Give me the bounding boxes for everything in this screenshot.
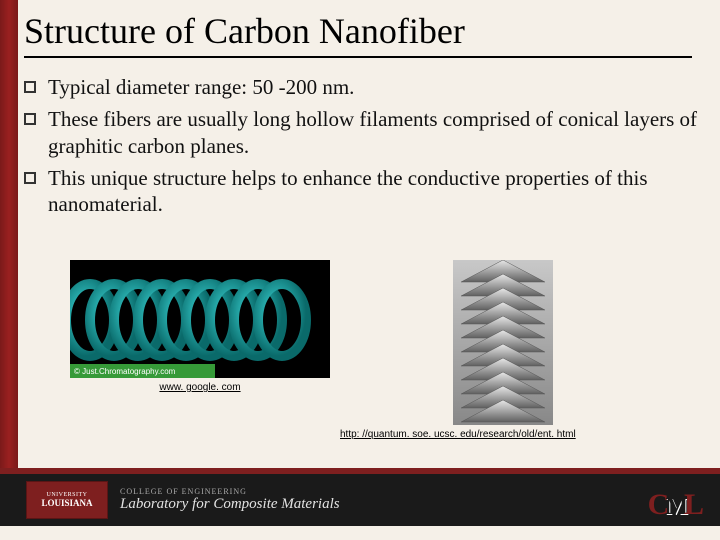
slide-footer: UNIVERSITY LOUISIANA COLLEGE OF ENGINEER… — [0, 468, 720, 540]
figure-right: http: //quantum. soe. ucsc. edu/research… — [430, 260, 576, 440]
ul-logo-bottom: LOUISIANA — [41, 498, 92, 508]
list-item: These fibers are usually long hollow fil… — [24, 106, 712, 159]
footer-band: UNIVERSITY LOUISIANA COLLEGE OF ENGINEER… — [0, 474, 720, 526]
lab-name: COLLEGE OF ENGINEERING Laboratory for Co… — [120, 487, 340, 513]
figure-left-source-link[interactable]: www. google. com — [159, 382, 240, 393]
title-underline — [24, 56, 692, 58]
college-name: COLLEGE OF ENGINEERING — [120, 487, 340, 496]
cone-graphic-icon — [453, 260, 553, 425]
nanofiber-tube-image: © Just.Chromatography.com — [70, 260, 330, 378]
footer-spacer — [0, 526, 720, 540]
list-item: Typical diameter range: 50 -200 nm. — [24, 74, 712, 100]
slide-title: Structure of Carbon Nanofiber — [24, 10, 712, 52]
figure-row: © Just.Chromatography.com www. google. c… — [70, 260, 680, 440]
figure-left: © Just.Chromatography.com www. google. c… — [70, 260, 330, 393]
university-logo: UNIVERSITY LOUISIANA — [26, 481, 108, 519]
image-copyright-label: © Just.Chromatography.com — [70, 364, 215, 378]
cml-logo: C M L — [648, 488, 704, 522]
list-item: This unique structure helps to enhance t… — [24, 165, 712, 218]
bullet-text: This unique structure helps to enhance t… — [48, 165, 712, 218]
laboratory-name: Laboratory for Composite Materials — [120, 496, 340, 513]
bullet-icon — [24, 81, 36, 93]
tube-graphic-icon — [70, 260, 330, 378]
bullet-icon — [24, 113, 36, 125]
left-accent-bar — [0, 0, 18, 540]
cml-l: L — [684, 488, 704, 522]
bullet-icon — [24, 172, 36, 184]
bullet-list: Typical diameter range: 50 -200 nm. Thes… — [24, 74, 712, 217]
stacked-cone-image — [453, 260, 553, 425]
slide-content: Structure of Carbon Nanofiber Typical di… — [24, 10, 712, 223]
bullet-text: Typical diameter range: 50 -200 nm. — [48, 74, 354, 100]
bullet-text: These fibers are usually long hollow fil… — [48, 106, 712, 159]
figure-right-source-link[interactable]: http: //quantum. soe. ucsc. edu/research… — [340, 429, 576, 440]
